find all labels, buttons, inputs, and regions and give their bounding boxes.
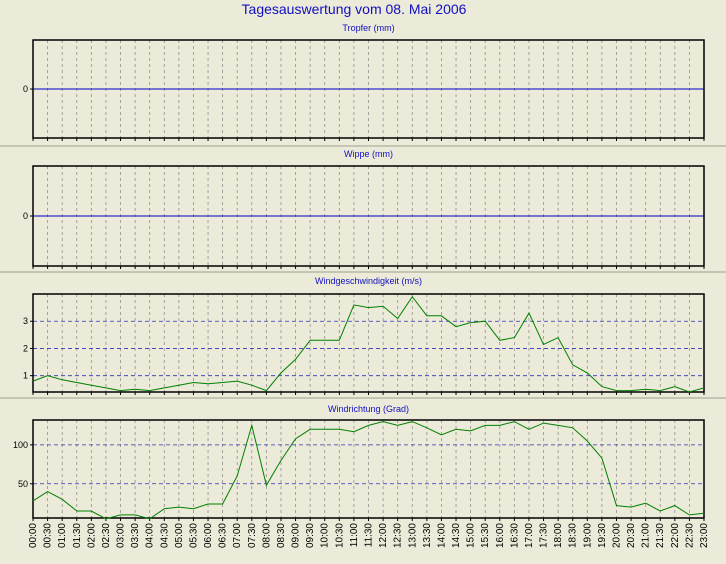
x-tick-label: 22:00 (670, 523, 681, 548)
x-tick-label: 21:30 (655, 523, 666, 548)
x-tick-label: 12:30 (393, 523, 404, 548)
panel-title: Tropfer (mm) (342, 23, 394, 33)
x-tick-label: 00:30 (43, 523, 54, 548)
x-tick-label: 14:00 (436, 523, 447, 548)
x-tick-label: 10:30 (334, 523, 345, 548)
panel-title: Windrichtung (Grad) (328, 404, 409, 414)
x-tick-label: 16:30 (509, 523, 520, 548)
x-tick-label: 08:00 (261, 523, 272, 548)
x-tick-label: 01:30 (72, 523, 83, 548)
x-tick-label: 07:30 (247, 523, 258, 548)
x-tick-label: 17:00 (524, 523, 535, 548)
y-tick-label: 0 (23, 211, 28, 221)
x-tick-label: 20:30 (626, 523, 637, 548)
x-tick-label: 03:00 (116, 523, 127, 548)
plot-frame (32, 293, 705, 393)
x-tick-label: 06:00 (203, 523, 214, 548)
data-line (32, 295, 705, 393)
x-tick-label: 15:00 (466, 523, 477, 548)
x-tick-label: 23:00 (699, 523, 710, 548)
x-tick-label: 18:30 (568, 523, 579, 548)
data-line (32, 421, 705, 520)
x-tick-label: 10:00 (320, 523, 331, 548)
x-tick-label: 05:30 (188, 523, 199, 548)
x-tick-label: 11:00 (349, 523, 360, 548)
x-tick-label: 22:30 (684, 523, 695, 548)
x-tick-label: 19:00 (582, 523, 593, 548)
x-tick-label: 20:00 (611, 523, 622, 548)
x-tick-label: 16:00 (495, 523, 506, 548)
x-tick-label: 05:00 (174, 523, 185, 548)
page-title: Tagesauswertung vom 08. Mai 2006 (242, 1, 467, 17)
x-tick-label: 13:00 (407, 523, 418, 548)
plot-frame (32, 419, 705, 519)
x-tick-label: 00:00 (28, 523, 39, 548)
x-tick-label: 15:30 (480, 523, 491, 548)
y-tick-label: 2 (23, 343, 28, 353)
x-tick-label: 02:00 (86, 523, 97, 548)
x-tick-label: 04:30 (159, 523, 170, 548)
y-tick-label: 100 (13, 440, 28, 450)
x-tick-label: 09:00 (291, 523, 302, 548)
x-tick-label: 09:30 (305, 523, 316, 548)
y-tick-label: 50 (18, 479, 28, 489)
y-tick-label: 1 (23, 371, 28, 381)
x-tick-label: 18:00 (553, 523, 564, 548)
x-tick-label: 19:30 (597, 523, 608, 548)
x-tick-label: 01:00 (57, 523, 68, 548)
x-tick-label: 11:30 (364, 523, 375, 548)
x-tick-label: 08:30 (276, 523, 287, 548)
x-tick-label: 03:30 (130, 523, 141, 548)
x-tick-label: 17:30 (539, 523, 550, 548)
y-tick-label: 3 (23, 316, 28, 326)
x-tick-label: 12:00 (378, 523, 389, 548)
x-tick-label: 21:00 (641, 523, 652, 548)
x-tick-label: 04:00 (145, 523, 156, 548)
x-tick-label: 06:30 (218, 523, 229, 548)
x-tick-label: 07:00 (232, 523, 243, 548)
x-tick-label: 02:30 (101, 523, 112, 548)
x-tick-label: 13:30 (422, 523, 433, 548)
y-tick-label: 0 (23, 84, 28, 94)
panel-title: Windgeschwindigkeit (m/s) (315, 276, 422, 286)
x-tick-label: 14:30 (451, 523, 462, 548)
panel-title: Wippe (mm) (344, 149, 393, 159)
